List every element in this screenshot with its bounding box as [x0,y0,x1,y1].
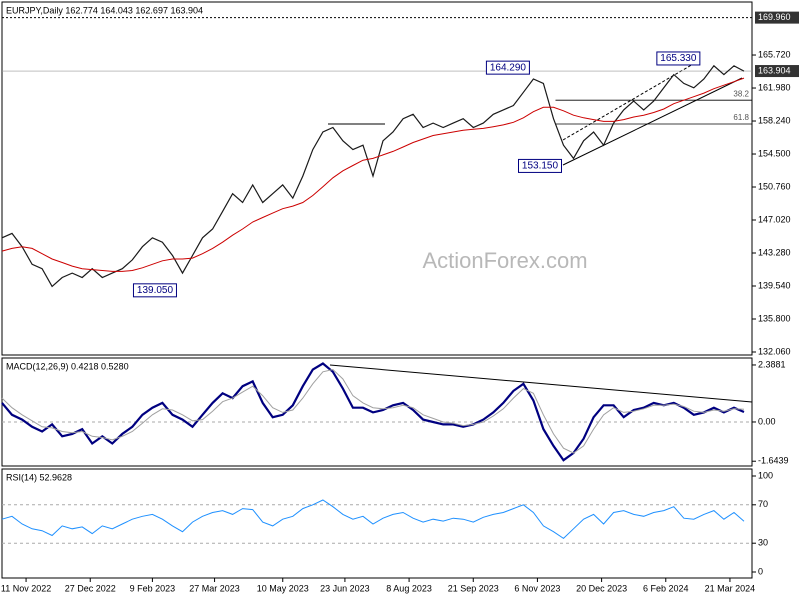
last-price-label: 163.904 [758,65,791,75]
annotation-box [485,60,530,75]
y-tick-label: 143.280 [758,247,791,257]
x-tick-label: 10 May 2023 [257,583,309,593]
annotation-label: 153.150 [522,161,559,172]
series-line [1,64,745,288]
rsi-panel [1,468,753,579]
watermark: ActionForex.com [422,248,587,273]
x-tick-label: 6 Nov 2023 [514,583,560,593]
y-tick-label: -1.6439 [758,456,789,466]
level-label: 169.960 [758,12,791,22]
x-tick-label: 21 Mar 2024 [705,583,756,593]
y-tick-label: 30 [758,538,768,548]
y-tick-label: 139.540 [758,280,791,290]
y-tick-label: 0 [758,566,763,576]
y-tick-label: 154.500 [758,148,791,158]
x-tick-label: 20 Dec 2023 [576,583,627,593]
level-label-box [755,11,799,24]
x-tick-label: 21 Sep 2023 [448,583,499,593]
x-tick-label: 27 Mar 2023 [189,583,240,593]
y-tick-label: 161.980 [758,82,791,92]
annotation-box [656,51,701,66]
price-panel [1,1,753,356]
panel-title: MACD(12,26,9) 0.4218 0.5280 [6,361,129,371]
y-tick-label: 132.060 [758,346,791,356]
series-line [1,362,745,462]
annotation-box [517,158,562,173]
trend-line [562,77,743,166]
x-tick-label: 11 Nov 2022 [1,583,51,593]
x-tick-label: 9 Feb 2023 [130,583,176,593]
y-tick-label: 135.800 [758,313,791,323]
y-tick-label: 100 [758,470,773,480]
annotation-label: 139.050 [137,285,174,296]
y-tick-label: 158.240 [758,115,791,125]
macd-panel [1,357,753,467]
y-tick-label: 165.720 [758,49,791,59]
panel-title: RSI(14) 52.9628 [6,472,72,482]
x-tick-label: 23 Jun 2023 [320,583,370,593]
y-tick-label: 2.3881 [758,359,786,369]
annotation-label: 164.290 [490,62,527,73]
series-line [1,368,745,454]
x-tick-label: 27 Dec 2022 [65,583,116,593]
fib-label: 61.8 [733,113,749,122]
fib-label: 38.2 [733,89,749,98]
trend-line [562,59,701,141]
x-tick-label: 8 Aug 2023 [386,583,432,593]
x-tick-label: 6 Feb 2024 [643,583,689,593]
y-tick-label: 70 [758,499,768,509]
series-line [1,499,745,540]
macd-trend-line [329,364,753,403]
y-tick-label: 147.020 [758,214,791,224]
y-tick-label: 150.760 [758,181,791,191]
annotation-box [132,283,177,298]
last-price-box [755,65,799,78]
panel-title: EURJPY,Daily 162.774 164.043 162.697 163… [6,5,203,15]
annotation-label: 165.330 [660,53,697,64]
y-tick-label: 0.00 [758,416,776,426]
series-line [1,77,745,272]
